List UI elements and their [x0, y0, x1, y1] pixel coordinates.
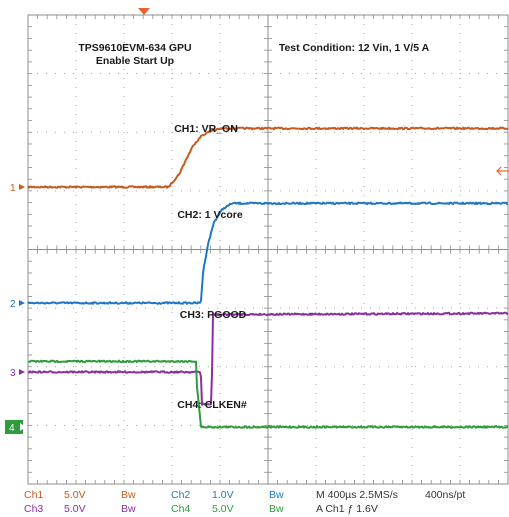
ch2-marker-arrow	[19, 300, 25, 306]
ch4-label: CH4: CLKEN#	[177, 399, 247, 411]
ch1-marker-arrow	[19, 184, 25, 190]
trace-ch1	[27, 126, 509, 189]
title-line-2: Enable Start Up	[96, 55, 174, 67]
ch4-marker-box	[5, 420, 23, 434]
ch4-marker-arrow	[20, 423, 26, 431]
ch2-status-label: Ch2	[171, 489, 190, 501]
traces	[27, 126, 509, 429]
ch3-status-label: Ch3	[24, 503, 43, 515]
ch3-label: CH3: PGOOD	[180, 309, 247, 321]
ch3-scale: 5.0V	[64, 503, 86, 515]
ch3-marker-arrow	[19, 369, 25, 375]
trigger-level-arrow	[496, 166, 509, 176]
ch4-scale: 5.0V	[212, 503, 234, 515]
ch2-scale: 1.0V	[212, 489, 234, 501]
record-length: 400ns/pt	[425, 489, 465, 501]
trigger-setting: A Ch1 ƒ 1.6V	[316, 503, 378, 515]
ch4-status-label: Ch4	[171, 503, 190, 515]
ch1-scale: 5.0V	[64, 489, 86, 501]
title-line-1: TPS9610EVM-634 GPU	[78, 42, 191, 54]
ch1-label: CH1: VR_ON	[174, 123, 238, 135]
channel-markers: 1 2 3 4	[5, 183, 26, 434]
ch3-bw: Bw	[121, 503, 136, 515]
ch1-bw: Bw	[121, 489, 136, 501]
ch2-bw: Bw	[269, 489, 284, 501]
trace-ch2	[27, 201, 509, 305]
trace-ch4	[27, 359, 508, 429]
ch2-label: CH2: 1 Vcore	[177, 209, 243, 221]
test-condition: Test Condition: 12 Vin, 1 V/5 A	[279, 42, 430, 54]
status-bar: Ch1 5.0V Bw Ch2 1.0V Bw M 400µs 2.5MS/s …	[24, 489, 465, 515]
ch4-bw: Bw	[269, 503, 284, 515]
ch3-marker-label: 3	[10, 368, 16, 379]
ch1-marker-label: 1	[10, 183, 16, 194]
graticule	[27, 14, 509, 485]
trigger-position-marker	[138, 8, 150, 15]
timebase: M 400µs 2.5MS/s	[316, 489, 398, 501]
ch4-marker-label: 4	[9, 423, 15, 434]
ch1-status-label: Ch1	[24, 489, 43, 501]
trace-ch3	[27, 311, 509, 406]
ch2-marker-label: 2	[10, 299, 16, 310]
